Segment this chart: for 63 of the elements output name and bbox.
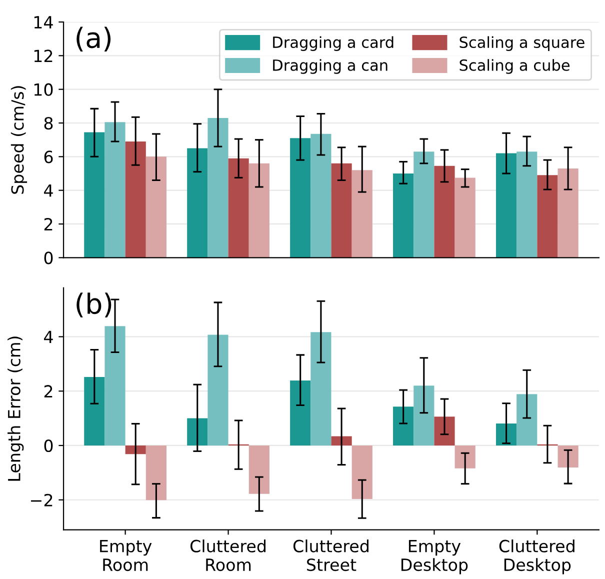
y-tick-label: 14 (34, 16, 53, 28)
bar (208, 334, 228, 446)
bar (496, 423, 517, 446)
bar (84, 376, 105, 446)
y-axis-title: Length Error (cm) (8, 336, 24, 481)
x-tick-label: Cluttered Desktop (499, 540, 574, 574)
x-tick-label: Cluttered Street (293, 540, 368, 572)
bar (496, 153, 517, 258)
bar (558, 445, 578, 468)
bar (290, 138, 311, 258)
annotation: (b) (76, 292, 112, 318)
bar (331, 436, 352, 446)
bar (125, 445, 146, 454)
y-tick-label: 2 (44, 218, 52, 230)
bar (208, 118, 228, 258)
bar (146, 156, 166, 258)
bar (393, 406, 414, 446)
bar (187, 148, 208, 258)
bar (516, 152, 538, 258)
y-axis-title: Speed (cm/s) (10, 86, 28, 194)
bar (310, 134, 332, 258)
bar (104, 326, 126, 446)
bar (146, 445, 166, 500)
bar (248, 163, 270, 258)
legend-label: Scaling a square (460, 36, 584, 51)
bar (414, 152, 434, 258)
legend-label: Dragging a card (273, 36, 394, 51)
legend-label: Scaling a cube (460, 59, 570, 74)
x-tick-label: Empty Room (100, 540, 152, 572)
legend-label: Dragging a can (273, 59, 388, 74)
bar (393, 173, 414, 258)
y-tick-label: 8 (44, 116, 53, 130)
bar (104, 122, 126, 258)
bar (187, 418, 208, 446)
bar (248, 445, 270, 494)
y-tick-label: 6 (44, 150, 53, 164)
y-tick-label: 0 (44, 439, 53, 452)
y-tick-label: 10 (34, 83, 53, 96)
x-tick-label: Empty Desktop (401, 540, 468, 574)
bar (310, 332, 332, 446)
y-tick-label: 4 (44, 184, 53, 197)
y-tick-label: −2 (31, 494, 52, 506)
bar (228, 158, 249, 258)
bar (352, 445, 372, 500)
y-tick-label: 12 (34, 50, 52, 62)
y-tick-label: 4 (44, 330, 53, 344)
bar (558, 168, 578, 258)
bar (352, 170, 372, 258)
x-tick-label: Cluttered Room (190, 540, 266, 572)
bar (434, 166, 455, 258)
bar (84, 132, 105, 258)
y-tick-label: 0 (44, 252, 53, 264)
bar (434, 416, 455, 446)
bar (290, 380, 311, 446)
bar (454, 178, 476, 258)
annotation: (a) (76, 26, 111, 52)
y-tick-label: 2 (44, 385, 52, 398)
bar (516, 394, 538, 446)
bar (125, 142, 146, 258)
bar (454, 445, 476, 468)
bar (331, 163, 352, 258)
bar (414, 386, 434, 446)
bar (537, 175, 558, 258)
